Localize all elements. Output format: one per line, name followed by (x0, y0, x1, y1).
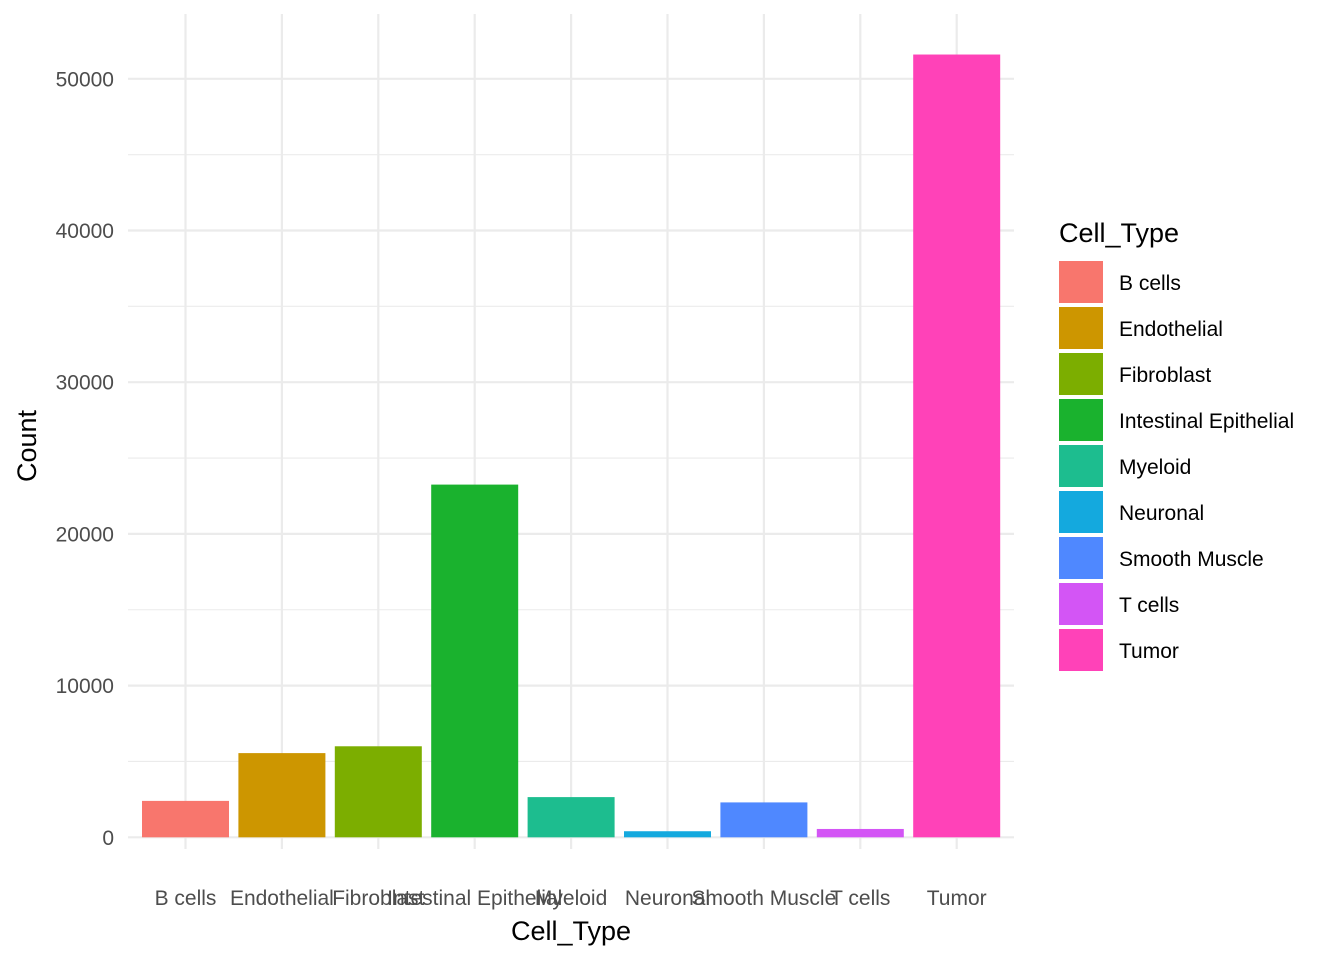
y-tick-labels: 0 10000 20000 30000 40000 50000 (56, 68, 114, 850)
legend-label: T cells (1119, 594, 1179, 617)
legend-items: B cells Endothelial Fibroblast Intestinal E… (1059, 261, 1294, 671)
x-tick-label: Smooth Muscle (692, 887, 837, 910)
legend-label: Myeloid (1119, 456, 1191, 479)
bar (720, 802, 808, 838)
legend: Cell_Type B cells Endothelial Fibroblast In… (1059, 218, 1294, 671)
bar (624, 831, 711, 838)
legend-swatch (1059, 399, 1103, 441)
x-tick-label: B cells (155, 887, 217, 910)
legend-label: Intestinal Epithelial (1119, 410, 1294, 433)
y-tick-label: 0 (102, 827, 114, 850)
legend-swatch (1059, 583, 1103, 625)
legend-label: Neuronal (1119, 502, 1204, 525)
bar (334, 746, 422, 838)
y-tick-label: 40000 (56, 220, 114, 243)
legend-label: Tumor (1119, 640, 1179, 663)
y-tick-label: 50000 (56, 68, 114, 91)
legend-label: Smooth Muscle (1119, 548, 1264, 571)
major-gridlines (128, 14, 1014, 849)
y-tick-label: 20000 (56, 523, 114, 546)
legend-swatch (1059, 307, 1103, 349)
legend-swatch (1059, 491, 1103, 533)
x-tick-label: Intestinal Epithelial (387, 887, 562, 910)
bars (142, 54, 1001, 838)
legend-swatch (1059, 537, 1103, 579)
x-tick-label: T cells (830, 887, 890, 910)
legend-label: B cells (1119, 272, 1181, 295)
y-tick-label: 30000 (56, 372, 114, 395)
legend-swatch (1059, 261, 1103, 303)
bar (527, 797, 615, 838)
x-tick-label: Myeloid (535, 887, 607, 910)
legend-swatch (1059, 629, 1103, 671)
legend-label: Endothelial (1119, 318, 1223, 341)
y-tick-label: 10000 (56, 675, 114, 698)
bar (816, 828, 904, 838)
legend-title: Cell_Type (1059, 218, 1179, 248)
x-tick-label: Endothelial (230, 887, 334, 910)
bar (431, 484, 519, 838)
x-axis-title: Cell_Type (511, 916, 631, 946)
bar (913, 54, 1001, 838)
y-axis-title: Count (12, 409, 42, 482)
x-tick-label: Tumor (927, 887, 987, 910)
bar (142, 800, 229, 838)
x-tick-label: Neuronal (625, 887, 710, 910)
legend-swatch (1059, 353, 1103, 395)
legend-label: Fibroblast (1119, 364, 1211, 387)
legend-swatch (1059, 445, 1103, 487)
x-tick-label: Fibroblast (332, 887, 424, 910)
bar (238, 753, 326, 838)
